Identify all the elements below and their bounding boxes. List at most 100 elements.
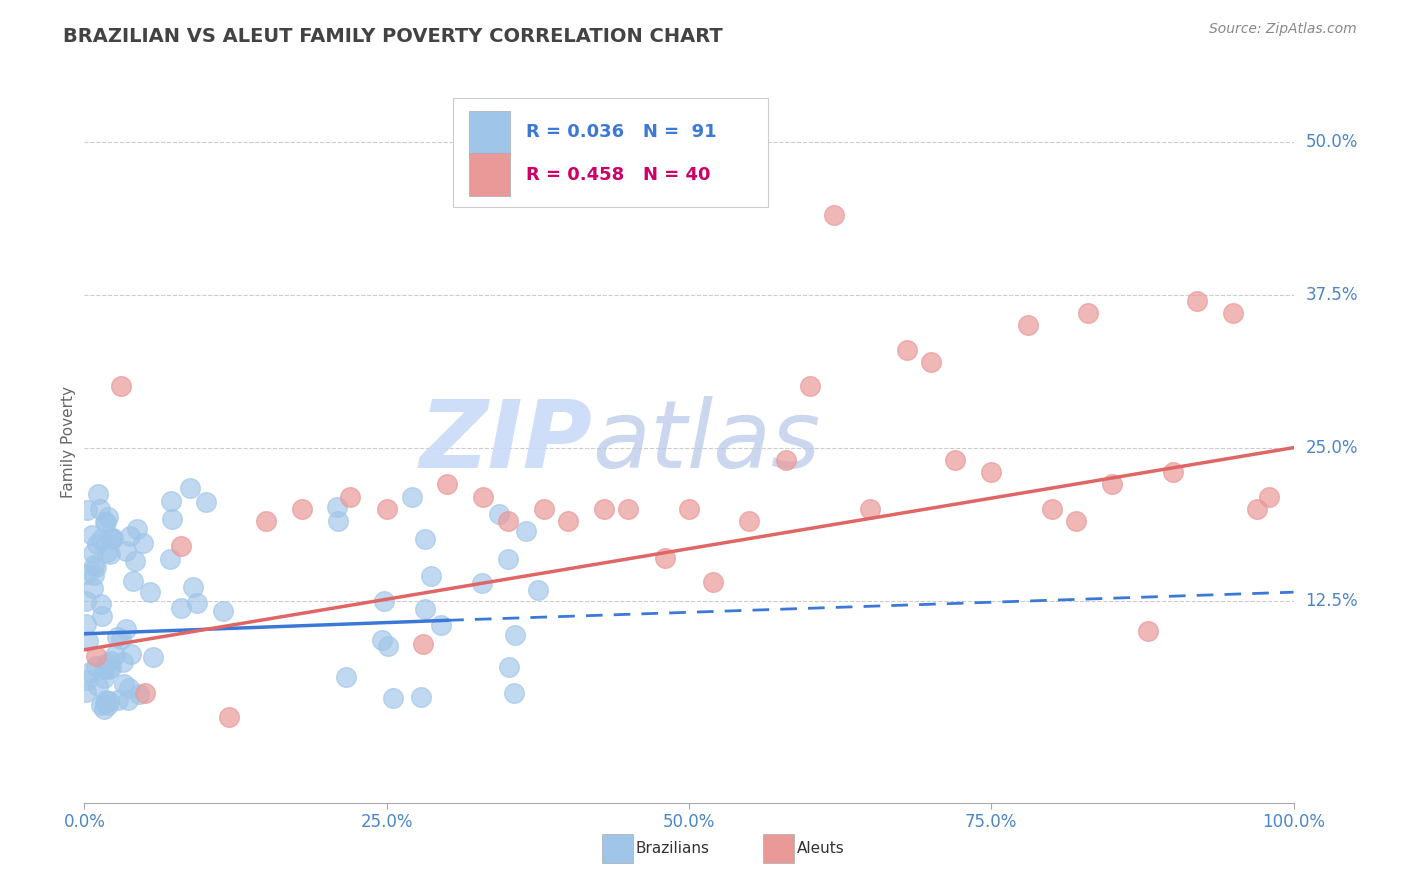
- Text: 12.5%: 12.5%: [1306, 591, 1358, 610]
- Point: [100, 661, 122, 675]
- Point: [377, 639, 399, 653]
- Point: [98, 547, 121, 561]
- Point: [1246, 502, 1268, 516]
- Point: [859, 502, 882, 516]
- Point: [112, 655, 135, 669]
- Point: [97, 662, 120, 676]
- Point: [97, 510, 120, 524]
- Point: [90, 533, 112, 547]
- Point: [107, 692, 129, 706]
- Point: [76, 566, 98, 581]
- Point: [1040, 502, 1063, 516]
- Point: [93, 662, 115, 676]
- Text: atlas: atlas: [592, 396, 821, 487]
- Point: [90, 597, 112, 611]
- Point: [117, 693, 139, 707]
- Text: R = 0.036   N =  91: R = 0.036 N = 91: [526, 123, 716, 141]
- Point: [186, 596, 208, 610]
- Point: [430, 618, 453, 632]
- Point: [617, 502, 640, 516]
- Text: 50.0%: 50.0%: [1306, 133, 1358, 151]
- Point: [84, 659, 107, 673]
- Point: [181, 580, 204, 594]
- Point: [211, 604, 233, 618]
- Point: [75, 594, 97, 608]
- Text: 37.5%: 37.5%: [1306, 285, 1358, 303]
- Point: [1185, 293, 1208, 308]
- Point: [132, 536, 155, 550]
- Point: [159, 551, 181, 566]
- Point: [120, 647, 142, 661]
- Point: [90, 698, 112, 712]
- Point: [105, 630, 128, 644]
- Point: [503, 627, 526, 641]
- Text: Source: ZipAtlas.com: Source: ZipAtlas.com: [1209, 22, 1357, 37]
- Point: [527, 583, 550, 598]
- Point: [335, 669, 357, 683]
- Point: [1017, 318, 1039, 333]
- FancyBboxPatch shape: [453, 98, 768, 207]
- Point: [139, 585, 162, 599]
- Point: [79, 665, 101, 679]
- Point: [124, 554, 146, 568]
- Point: [775, 453, 797, 467]
- Point: [218, 710, 240, 724]
- Point: [128, 687, 150, 701]
- Point: [127, 523, 149, 537]
- Point: [120, 529, 142, 543]
- Point: [96, 544, 118, 558]
- Point: [470, 576, 492, 591]
- Point: [100, 654, 122, 668]
- Point: [533, 502, 555, 516]
- Point: [557, 514, 579, 528]
- Point: [96, 693, 118, 707]
- Point: [413, 602, 436, 616]
- FancyBboxPatch shape: [468, 153, 510, 196]
- Point: [142, 649, 165, 664]
- Point: [93, 702, 115, 716]
- Point: [82, 582, 104, 596]
- Text: Aleuts: Aleuts: [797, 841, 845, 855]
- Point: [115, 543, 138, 558]
- Point: [83, 568, 105, 582]
- Point: [82, 546, 104, 560]
- Point: [328, 514, 350, 528]
- Point: [980, 465, 1002, 479]
- Point: [93, 672, 115, 686]
- Text: 25.0%: 25.0%: [1306, 439, 1358, 457]
- Point: [1161, 465, 1184, 479]
- Point: [100, 531, 122, 545]
- Point: [86, 648, 108, 663]
- Point: [515, 524, 537, 538]
- Point: [413, 533, 436, 547]
- Y-axis label: Family Poverty: Family Poverty: [60, 385, 76, 498]
- Point: [96, 515, 118, 529]
- Point: [738, 514, 761, 528]
- Point: [1222, 306, 1244, 320]
- Point: [90, 608, 112, 623]
- Point: [194, 495, 217, 509]
- Point: [654, 550, 676, 565]
- Point: [373, 594, 395, 608]
- Point: [170, 539, 193, 553]
- Point: [101, 532, 124, 546]
- Point: [799, 379, 821, 393]
- Text: Brazilians: Brazilians: [636, 841, 710, 855]
- Point: [98, 693, 121, 707]
- Point: [920, 355, 942, 369]
- Point: [943, 453, 966, 467]
- Point: [1101, 477, 1123, 491]
- Point: [488, 507, 510, 521]
- Point: [254, 514, 277, 528]
- Point: [412, 637, 434, 651]
- Point: [436, 477, 458, 491]
- Point: [110, 379, 132, 393]
- Point: [1077, 306, 1099, 320]
- Point: [104, 648, 127, 663]
- Point: [375, 502, 398, 516]
- Text: ZIP: ZIP: [419, 395, 592, 488]
- Point: [702, 575, 724, 590]
- Point: [160, 494, 183, 508]
- Point: [291, 502, 314, 516]
- Text: BRAZILIAN VS ALEUT FAMILY POVERTY CORRELATION CHART: BRAZILIAN VS ALEUT FAMILY POVERTY CORREL…: [63, 27, 723, 45]
